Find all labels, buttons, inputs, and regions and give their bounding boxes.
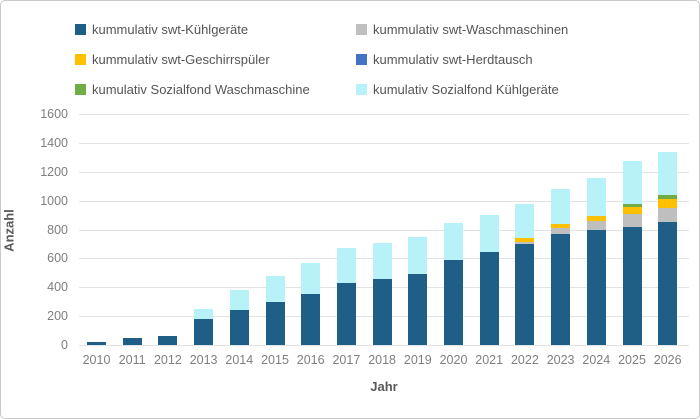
bar-segment: [515, 241, 535, 244]
bar-segment: [515, 203, 535, 239]
y-axis-tick-label: 1400: [40, 135, 68, 150]
bar-segment: [622, 160, 642, 205]
bar-segment: [265, 301, 285, 345]
bar-segment: [622, 207, 642, 214]
y-axis-tick-label: 1000: [40, 193, 68, 208]
bar-segment: [158, 335, 178, 345]
x-axis-tick-label: 2012: [153, 353, 182, 367]
y-axis-title: Anzahl: [1, 209, 17, 252]
legend-label: kummulativ swt-Herdtausch: [373, 51, 533, 67]
x-axis-tick-label: 2010: [82, 353, 111, 367]
x-axis-tick-label: 2025: [618, 353, 646, 367]
y-axis-tick-label: 800: [47, 222, 68, 237]
gridline: [79, 200, 689, 202]
y-axis-tick-label: 0: [61, 338, 68, 352]
bar-segment: [551, 228, 571, 234]
legend-item: kummulativ swt-Waschmaschinen: [356, 22, 568, 37]
bar-segment: [301, 293, 321, 345]
bar-segment: [586, 220, 606, 231]
legend-swatch-icon: [75, 83, 86, 95]
bar-segment: [336, 248, 356, 283]
bar-segment: [658, 152, 678, 195]
gridline: [79, 345, 689, 346]
x-axis-tick-label: 2015: [261, 353, 289, 367]
bar-segment: [194, 319, 214, 345]
legend-swatch-icon: [356, 53, 367, 65]
x-axis-tick-label: 2019: [403, 353, 432, 367]
bar-segment: [515, 243, 535, 345]
x-axis-tick-label: 2021: [475, 353, 504, 367]
y-axis-tick-label: 400: [47, 280, 68, 295]
bar-segment: [87, 342, 106, 345]
x-axis-tick-label: 2026: [653, 353, 682, 367]
bar-segment: [444, 259, 463, 345]
x-axis-tick-label: 2017: [332, 353, 361, 367]
y-axis-tick-label: 200: [47, 309, 68, 324]
bar-segment: [658, 194, 678, 200]
x-axis-tick-label: 2022: [510, 353, 539, 367]
x-axis-tick-label: 2020: [439, 353, 468, 367]
y-axis-tick-label: 1200: [40, 164, 68, 179]
gridline: [79, 229, 689, 231]
bar-segment: [622, 204, 642, 208]
legend-label: kummulativ swt-Geschirrspüler: [92, 51, 270, 67]
bar-segment: [479, 251, 499, 345]
bar-segment: [658, 199, 678, 208]
x-axis-tick-label: 2011: [118, 353, 146, 367]
legend-label: kumulativ Sozialfond Waschmaschine: [92, 81, 310, 97]
gridline: [79, 171, 689, 173]
y-axis-tick-label: 600: [47, 251, 68, 266]
x-axis-tick-label: 2016: [296, 353, 325, 367]
legend-item: kummulativ swt-Herdtausch: [356, 52, 568, 67]
bar-segment: [408, 273, 428, 345]
bar-segment: [622, 213, 642, 228]
bar-segment: [658, 222, 678, 345]
bar-segment: [586, 230, 606, 345]
legend-swatch-icon: [75, 23, 86, 35]
bar-segment: [372, 243, 392, 280]
x-axis-tick-label: 2024: [582, 353, 611, 367]
y-axis-tick-label: 1600: [40, 107, 68, 121]
gridline: [79, 142, 689, 144]
legend-swatch-icon: [75, 53, 86, 65]
bar-segment: [515, 238, 535, 242]
bar-segment: [194, 308, 214, 319]
bar-segment: [551, 233, 571, 345]
x-axis-tick-label: 2014: [225, 353, 254, 367]
bar-segment: [265, 276, 285, 302]
x-axis-tick-label: 2013: [189, 353, 218, 367]
bar-segment: [122, 337, 142, 345]
bar-segment: [229, 290, 249, 310]
bar-segment: [586, 215, 606, 221]
legend-swatch-icon: [356, 83, 367, 95]
x-axis-title: Jahr: [370, 379, 398, 394]
bar-segment: [622, 227, 642, 345]
bar-segment: [551, 189, 571, 225]
bar-segment: [586, 177, 606, 216]
bar-segment: [479, 215, 499, 252]
x-axis-tick-label: 2023: [546, 353, 575, 367]
legend-label: kummulativ swt-Waschmaschinen: [373, 21, 569, 37]
bar-segment: [336, 282, 356, 345]
legend-item: kumulativ Sozialfond Waschmaschine: [75, 82, 356, 97]
legend-item: kumulativ Sozialfond Kühlgeräte: [356, 82, 568, 97]
bar-segment: [372, 279, 392, 345]
legend-swatch-icon: [356, 23, 367, 35]
bar-segment: [551, 224, 571, 229]
bar-segment: [301, 262, 321, 294]
legend-label: kumulativ Sozialfond Kühlgeräte: [373, 81, 559, 97]
legend-label: kummulativ swt-Kühlgeräte: [92, 21, 249, 37]
legend: kummulativ swt-Kühlgeräte kummulativ swt-…: [75, 14, 568, 104]
bar-segment: [658, 207, 678, 223]
gridline: [79, 114, 689, 115]
legend-item: kummulativ swt-Geschirrspüler: [75, 52, 356, 67]
legend-item: kummulativ swt-Kühlgeräte: [75, 22, 356, 37]
x-axis-tick-label: 2018: [368, 353, 396, 367]
bar-segment: [444, 223, 463, 260]
bar-segment: [229, 309, 249, 345]
bar-segment: [408, 237, 428, 274]
